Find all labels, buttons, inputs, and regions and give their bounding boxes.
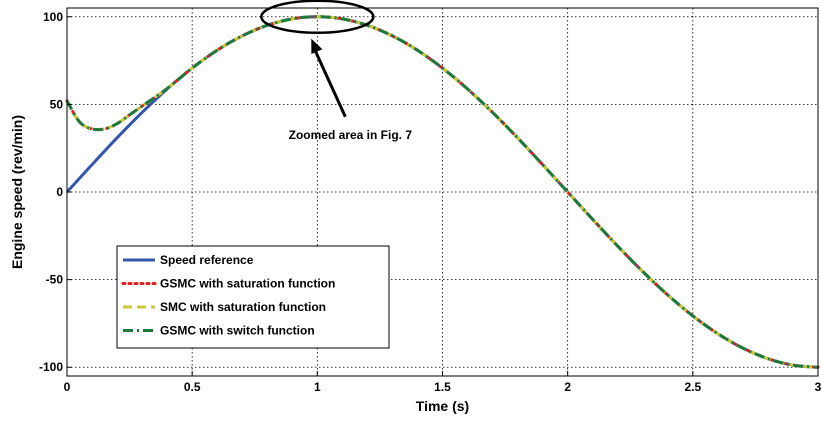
- x-tick-label: 2.5: [684, 380, 701, 394]
- y-tick-label: 100: [43, 10, 63, 24]
- y-tick-label: 0: [56, 185, 63, 199]
- y-tick-label: 50: [50, 97, 64, 111]
- axis-ticks: 0 0.5 1 1.5 2 2.5 3 -100 -50 0 50 100: [39, 10, 821, 394]
- annotation-arrowhead: [311, 38, 323, 54]
- legend-label-3: SMC with saturation function: [160, 300, 326, 314]
- x-tick-label: 1.5: [434, 380, 451, 394]
- x-tick-label: 3: [815, 380, 821, 394]
- zoom-ellipse: [260, 0, 375, 35]
- series-line-4: [65, 15, 819, 369]
- x-tick-label: 1: [314, 380, 321, 394]
- x-tick-label: 0.5: [184, 380, 201, 394]
- x-tick-label: 0: [64, 380, 71, 394]
- x-tick-label: 2: [564, 380, 571, 394]
- annotation-label: Zoomed area in Fig. 7: [289, 128, 413, 142]
- y-tick-label: -100: [39, 360, 63, 374]
- legend-label-2: GSMC with saturation function: [160, 277, 335, 291]
- annotation-arrow: [312, 48, 347, 118]
- y-axis-label: Engine speed (rev/min): [9, 115, 25, 269]
- x-axis-label: Time (s): [416, 398, 469, 414]
- y-tick-label: -50: [46, 273, 64, 287]
- legend-label-1: Speed reference: [160, 253, 254, 267]
- legend-box: [116, 245, 390, 349]
- series-lines: [65, 15, 820, 369]
- legend-label-4: GSMC with switch function: [160, 324, 315, 338]
- annotation: Zoomed area in Fig. 7: [260, 0, 413, 142]
- legend: Speed reference GSMC with saturation func…: [116, 245, 390, 349]
